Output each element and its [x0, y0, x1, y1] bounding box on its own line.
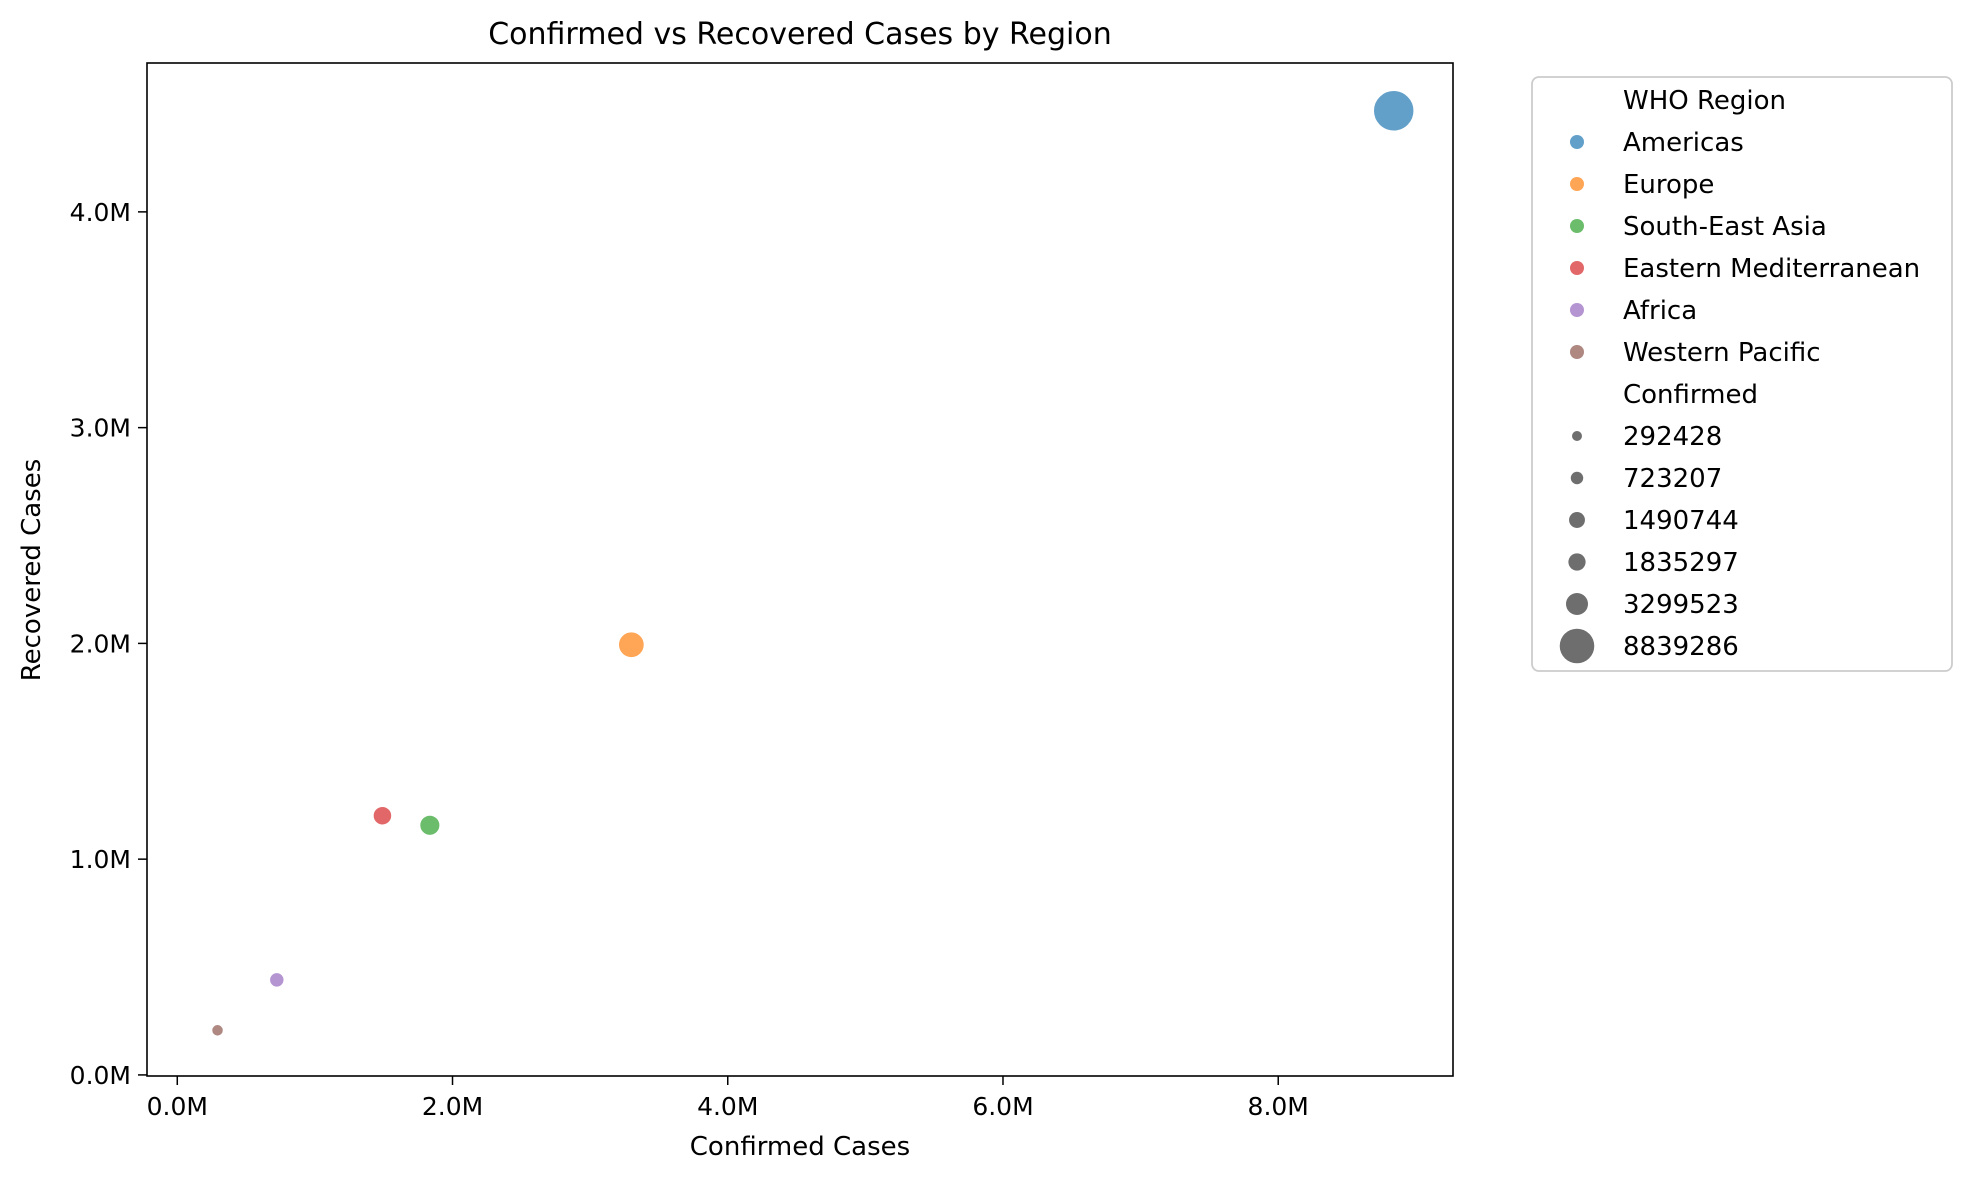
- legend-size-marker: [1565, 592, 1589, 616]
- x-tick-label: 0.0M: [147, 1092, 208, 1121]
- legend-marker: [1570, 261, 1584, 275]
- point-south-east-asia: [419, 814, 441, 837]
- point-eastern-mediterranean: [372, 805, 393, 826]
- legend-entry: Europe: [1623, 170, 1714, 200]
- legend-size-entry: 723207: [1623, 464, 1722, 494]
- legend-size-entry: 1490744: [1623, 506, 1739, 536]
- legend-frame: [1531, 76, 1953, 672]
- point-africa: [268, 971, 285, 988]
- chart-title: Confirmed vs Recovered Cases by Region: [488, 17, 1112, 52]
- legend-size-entry: 3299523: [1623, 590, 1739, 620]
- y-tick-label: 0.0M: [70, 1061, 131, 1090]
- legend-size-entry: 1835297: [1623, 548, 1739, 578]
- y-tick-label: 2.0M: [70, 629, 131, 658]
- legend-entry: Americas: [1623, 128, 1744, 158]
- legend-size-marker: [1568, 553, 1586, 571]
- point-europe: [617, 631, 645, 659]
- legend-title: Confirmed: [1623, 380, 1758, 410]
- x-tick-label: 2.0M: [422, 1092, 483, 1121]
- y-axis: 0.0M 1.0M 2.0M 3.0M 4.0M: [70, 198, 147, 1090]
- x-axis: 0.0M 2.0M 4.0M 6.0M 8.0M: [147, 1076, 1309, 1121]
- legend-size-marker: [1569, 512, 1585, 528]
- legend-marker: [1570, 303, 1584, 317]
- y-tick-label: 3.0M: [70, 414, 131, 443]
- legend-entry: Eastern Mediterranean: [1623, 254, 1920, 284]
- legend-marker: [1570, 219, 1584, 233]
- legend-marker: [1570, 135, 1584, 149]
- y-tick-label: 4.0M: [70, 198, 131, 227]
- x-axis-label: Confirmed Cases: [690, 1132, 910, 1162]
- legend-title: WHO Region: [1623, 86, 1786, 116]
- point-western-pacific: [211, 1023, 224, 1037]
- plot-frame: [146, 62, 1454, 1077]
- x-tick-label: 8.0M: [1248, 1092, 1309, 1121]
- legend-entry: Africa: [1623, 296, 1697, 326]
- x-tick-label: 6.0M: [972, 1092, 1033, 1121]
- legend: WHO Region Americas Europe South-East Asia E…: [1531, 76, 1953, 672]
- legend-size-entry: 292428: [1623, 422, 1722, 452]
- legend-size-entry: 8839286: [1623, 632, 1739, 662]
- legend-marker: [1570, 345, 1584, 359]
- point-americas: [1372, 89, 1415, 132]
- x-tick-label: 4.0M: [697, 1092, 758, 1121]
- legend-size-marker: [1570, 471, 1584, 485]
- plot-area: [211, 89, 1415, 1037]
- legend-entry: Western Pacific: [1623, 338, 1821, 368]
- legend-size-marker: [1572, 431, 1582, 441]
- y-axis-label: Recovered Cases: [17, 459, 47, 682]
- legend-marker: [1570, 177, 1584, 191]
- y-tick-label: 1.0M: [70, 845, 131, 874]
- legend-size-marker: [1559, 628, 1595, 664]
- legend-entry: South-East Asia: [1623, 212, 1827, 242]
